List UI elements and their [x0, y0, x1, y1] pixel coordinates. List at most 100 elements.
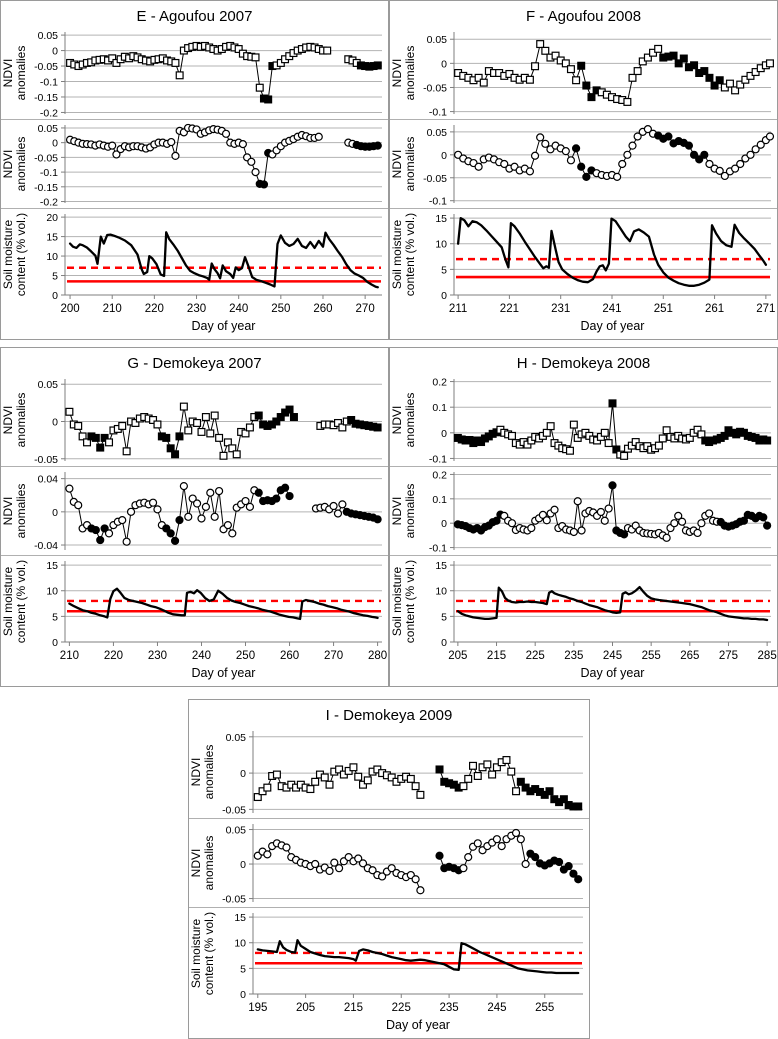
chart-I-0: 0.05 0 -0.05 NDVI anomalies	[189, 731, 583, 816]
x-tick-label: 270	[356, 303, 375, 315]
x-tick-label: 271	[756, 303, 775, 315]
circle-markers	[454, 125, 775, 181]
y-tick-label: 10	[435, 239, 447, 251]
y-axis-title: Soil moisture	[1, 219, 15, 289]
x-tick-label: 225	[526, 650, 545, 662]
ndvi-squares-subplot: 0.05 0 -0.05 NDVI anomalies	[1, 374, 388, 466]
y-tick-label: 10	[435, 586, 447, 598]
y-tick-label: 10	[234, 938, 246, 950]
y-tick-label: 0.05	[427, 34, 448, 46]
panel-title: I - Demokeya 2009	[325, 707, 453, 724]
square-markers	[66, 41, 382, 104]
x-tick-label: 240	[229, 303, 248, 315]
circle-series-line	[68, 486, 378, 543]
chart-F-1: 0.05 0 -0.05 -0.1 NDVI anomalies	[390, 125, 775, 208]
y-tick-label: -0.05	[423, 82, 447, 94]
ndvi-circles-subplot: 0.05 0 -0.05 -0.1 -0.15 -0.2 NDVI anomalies	[1, 119, 388, 208]
y-axis-title: NDVI	[390, 406, 404, 435]
gridlines	[65, 216, 382, 296]
x-axis-title: Day of year	[192, 319, 256, 333]
x-tick-label: 261	[705, 303, 724, 315]
y-tick-label: -0.05	[423, 173, 447, 185]
y-axis-title: Soil moisture	[390, 219, 404, 289]
y-axis-title: NDVI	[390, 497, 404, 526]
x-tick-label: 215	[487, 650, 506, 662]
y-tick-label: 5	[441, 264, 447, 276]
y-tick-label: 0.05	[226, 732, 247, 744]
circle-markers	[253, 828, 583, 895]
y-tick-label: 5	[52, 271, 58, 283]
y-tick-label: -0.05	[34, 61, 58, 73]
ndvi-squares-subplot: 0.05 0 -0.05 NDVI anomalies	[189, 726, 589, 818]
x-tick-label: 255	[535, 1002, 554, 1014]
x-tick-label: 250	[271, 303, 290, 315]
y-axis-title: NDVI	[189, 758, 203, 787]
y-tick-label: 0.05	[427, 127, 448, 139]
y-axis-title: NDVI	[1, 406, 15, 435]
panel-title: E - Agoufou 2007	[136, 8, 253, 25]
ndvi-squares-subplot: 0.2 0.1 0 -0.1 NDVI anomalies	[390, 374, 777, 466]
chart-E-0: 0.05 0 -0.05 -0.1 -0.15 -0.2 NDVI anomalies	[1, 30, 382, 119]
x-tick-label: 221	[500, 303, 519, 315]
x-tick-label: 235	[564, 650, 583, 662]
soil-moisture-line	[68, 587, 379, 621]
y-axis-title: anomalies	[202, 836, 216, 891]
x-axis-title: Day of year	[581, 666, 645, 680]
chart-G-2: 0 5 10 15 Soil moisture content (% vol.) 210 22…	[1, 560, 387, 680]
y-axis-title: anomalies	[403, 137, 417, 192]
x-tick-label: 220	[145, 303, 164, 315]
y-axis-title: NDVI	[390, 59, 404, 88]
chart-G-1: 0.04 0 -0.04 NDVI anomalies	[1, 472, 382, 552]
y-axis-title: NDVI	[1, 59, 15, 88]
y-tick-label: 0	[52, 637, 58, 649]
y-tick-label: 0.1	[432, 402, 447, 414]
x-tick-label: 255	[642, 650, 661, 662]
y-axis-title: NDVI	[390, 150, 404, 179]
circle-markers	[65, 482, 382, 546]
gridlines	[454, 217, 771, 296]
x-tick-label: 195	[248, 1002, 267, 1014]
y-axis-title: anomalies	[14, 137, 28, 192]
y-tick-label: -0.05	[34, 454, 58, 466]
y-tick-label: 5	[52, 611, 58, 623]
chart-H-1: 0.2 0.1 0 -0.1 NDVI anomalies	[390, 469, 772, 555]
y-tick-label: 0	[240, 859, 246, 871]
x-tick-label: 270	[324, 650, 343, 662]
panel-title: G - Demokeya 2007	[127, 355, 262, 372]
x-tick-label: 275	[719, 650, 738, 662]
x-tick-label: 230	[187, 303, 206, 315]
x-tick-label: 260	[313, 303, 332, 315]
gridlines	[454, 564, 771, 643]
y-tick-label: -0.05	[222, 804, 246, 816]
soil-moisture-line	[256, 939, 580, 975]
x-axis-title: Day of year	[386, 1018, 450, 1032]
y-tick-label: -0.1	[429, 453, 447, 465]
x-tick-label: 285	[758, 650, 777, 662]
x-tick-label: 205	[296, 1002, 315, 1014]
x-tick-label: 260	[280, 650, 299, 662]
soil-moisture-line	[456, 216, 768, 287]
square-markers	[454, 40, 774, 106]
soil-moisture-subplot: 0 5 10 15 Soil moisture content (% vol.) 195 20…	[189, 907, 589, 1038]
y-tick-label: 0.04	[38, 474, 59, 486]
y-tick-label: 0	[441, 637, 447, 649]
y-tick-label: -0.1	[429, 543, 447, 555]
y-tick-label: 10	[46, 586, 58, 598]
y-tick-label: 0	[441, 290, 447, 302]
y-tick-label: -0.2	[40, 107, 58, 119]
chart-F-0: 0.05 0 -0.05 -0.1 NDVI anomalies	[390, 32, 774, 119]
ndvi-circles-subplot: 0.04 0 -0.04 NDVI anomalies	[1, 466, 388, 555]
y-tick-label: 0.05	[38, 30, 59, 42]
chart-I-2: 0 5 10 15 Soil moisture content (% vol.) 195 20…	[189, 912, 583, 1032]
x-axis-title: Day of year	[192, 666, 256, 680]
ndvi-circles-subplot: 0.2 0.1 0 -0.1 NDVI anomalies	[390, 466, 777, 555]
x-tick-label: 210	[103, 303, 122, 315]
y-axis-title: content (% vol.)	[14, 213, 28, 296]
y-tick-label: 15	[46, 560, 58, 572]
y-tick-label: 0	[441, 428, 447, 440]
chart-H-2: 0 5 10 15 Soil moisture content (% vol.) 205 21…	[390, 560, 777, 680]
y-tick-label: 0.2	[432, 469, 447, 481]
x-tick-label: 251	[654, 303, 673, 315]
chart-I-1: 0.05 0 -0.05 NDVI anomalies	[189, 824, 583, 906]
